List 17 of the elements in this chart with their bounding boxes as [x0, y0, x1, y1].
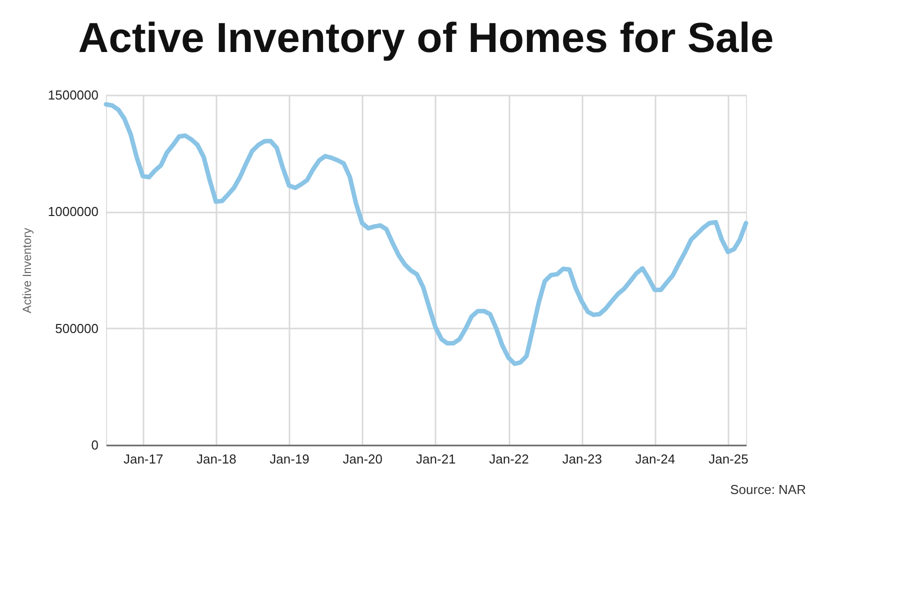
y-tick-label: 1500000 [48, 88, 98, 102]
x-tick-label: Jan-23 [562, 452, 602, 466]
x-tick-label: Jan-18 [196, 452, 236, 466]
x-tick-label: Jan-20 [342, 452, 382, 466]
chart-title: Active Inventory of Homes for Sale [78, 14, 774, 61]
y-tick-label: 1000000 [48, 204, 98, 220]
x-tick-label: Jan-25 [708, 452, 748, 466]
y-tick-label: 500000 [55, 320, 98, 336]
source-note: Source: NAR [730, 482, 806, 497]
x-tick-label: Jan-22 [489, 452, 529, 466]
x-tick-label: Jan-21 [416, 452, 456, 466]
y-tick-label: 0 [91, 438, 98, 452]
line-series [104, 102, 748, 366]
y-axis-title: Active Inventory [20, 228, 34, 314]
x-tick-label: Jan-17 [123, 452, 164, 466]
x-tick-label: Jan-19 [270, 452, 310, 466]
x-tick-label: Jan-24 [635, 452, 676, 466]
